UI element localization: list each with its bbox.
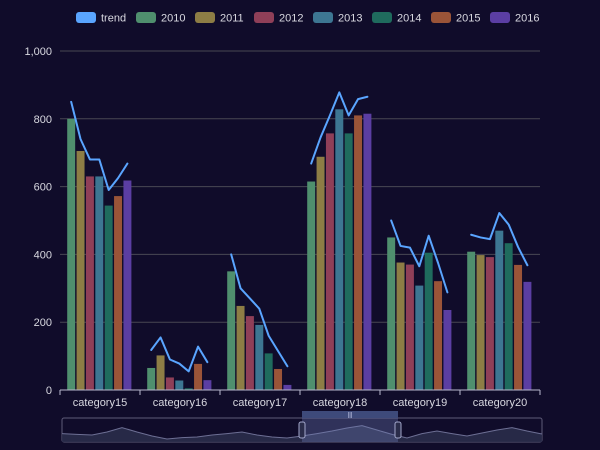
x-tick-label: category17	[233, 397, 287, 409]
y-tick-label: 1,000	[24, 46, 52, 58]
bar-category20-2015[interactable]	[514, 264, 523, 390]
bar-category15-2010[interactable]	[67, 118, 76, 391]
bar-category17-2010[interactable]	[227, 271, 236, 390]
y-tick-label: 200	[34, 317, 52, 329]
x-tick-label: category18	[313, 397, 367, 409]
legend-2010-swatch[interactable]	[136, 12, 156, 23]
trend-line-category20[interactable]	[470, 212, 529, 267]
bar-category18-2016[interactable]	[363, 113, 372, 390]
legend: trend 2010 2011 2012 2013 2014 2015 2016	[76, 12, 539, 25]
bar-category17-2015[interactable]	[274, 368, 283, 390]
y-tick-label: 600	[34, 182, 52, 194]
zoom-handle-end[interactable]	[394, 421, 402, 439]
bar-category17-2011[interactable]	[236, 305, 245, 390]
bar-category19-2012[interactable]	[405, 264, 414, 390]
legend-2015-swatch[interactable]	[431, 12, 451, 23]
legend-2016-swatch[interactable]	[490, 12, 510, 23]
legend-2011-swatch[interactable]	[195, 12, 215, 23]
x-tick-label: category15	[73, 397, 127, 409]
trend-line-category16[interactable]	[150, 336, 209, 373]
trend-lines	[70, 91, 529, 373]
bar-category15-2013[interactable]	[95, 176, 104, 390]
bar-category16-2015[interactable]	[194, 363, 203, 390]
bar-category15-2012[interactable]	[85, 176, 94, 390]
legend-2010-label[interactable]: 2010	[161, 13, 185, 25]
legend-2013-swatch[interactable]	[313, 12, 333, 23]
zoom-handle-start[interactable]	[298, 421, 306, 439]
bar-category17-2013[interactable]	[255, 324, 264, 390]
bar-category17-2012[interactable]	[245, 316, 254, 390]
bar-category16-2014[interactable]	[184, 388, 193, 390]
bar-category20-2010[interactable]	[467, 251, 476, 390]
legend-trend-label[interactable]: trend	[101, 13, 126, 25]
bar-category18-2012[interactable]	[325, 133, 334, 390]
bar-category18-2014[interactable]	[344, 133, 353, 390]
bar-category17-2014[interactable]	[264, 353, 273, 390]
bar-category20-2014[interactable]	[504, 243, 513, 390]
bar-category19-2013[interactable]	[415, 285, 424, 390]
bar-category19-2010[interactable]	[387, 237, 396, 390]
bar-category16-2012[interactable]	[165, 377, 174, 390]
bar-category20-2013[interactable]	[495, 230, 504, 390]
legend-2014-label[interactable]: 2014	[397, 13, 421, 25]
x-tick-label: category16	[153, 397, 207, 409]
legend-2011-label[interactable]: 2011	[220, 13, 244, 25]
gridlines	[60, 50, 540, 323]
bar-category15-2016[interactable]	[123, 180, 132, 391]
bar-category16-2011[interactable]	[156, 355, 165, 390]
legend-2015-label[interactable]: 2015	[456, 13, 480, 25]
y-tick-label: 0	[46, 385, 52, 397]
bar-category16-2013[interactable]	[175, 380, 184, 390]
bar-category16-2010[interactable]	[147, 367, 156, 390]
bar-category20-2016[interactable]	[523, 281, 532, 390]
legend-2012-label[interactable]: 2012	[279, 13, 303, 25]
trend-line-category15[interactable]	[70, 100, 129, 191]
legend-2013-label[interactable]: 2013	[338, 13, 362, 25]
y-axis: 0 200 400 600 800 1,000	[24, 46, 52, 397]
zoom-move-grip-icon: |||	[348, 413, 353, 419]
y-tick-label: 400	[34, 249, 52, 261]
bar-category19-2011[interactable]	[396, 262, 405, 390]
trend-line-category17[interactable]	[230, 253, 289, 368]
legend-2012-swatch[interactable]	[254, 12, 274, 23]
zoom-selected-range[interactable]	[302, 418, 398, 442]
bar-category18-2011[interactable]	[316, 156, 325, 390]
bar-category18-2015[interactable]	[354, 115, 363, 390]
legend-2014-swatch[interactable]	[372, 12, 392, 23]
legend-2016-label[interactable]: 2016	[515, 13, 539, 25]
bar-category16-2016[interactable]	[203, 380, 212, 390]
bar-category19-2015[interactable]	[434, 281, 443, 390]
x-axis: category15 category16 category17 category18…	[59, 389, 541, 409]
bar-category20-2012[interactable]	[485, 257, 494, 390]
data-zoom-slider[interactable]: |||	[61, 411, 543, 443]
bar-category15-2015[interactable]	[114, 196, 123, 390]
legend-trend-swatch[interactable]	[76, 12, 96, 23]
bars	[67, 109, 532, 391]
bar-category15-2014[interactable]	[104, 205, 113, 390]
bar-category18-2013[interactable]	[335, 109, 344, 390]
trend-line-category19[interactable]	[390, 219, 449, 294]
bar-category15-2011[interactable]	[76, 151, 85, 390]
bar-category20-2011[interactable]	[476, 255, 485, 390]
x-tick-label: category20	[473, 397, 527, 409]
bar-category18-2010[interactable]	[307, 181, 316, 390]
y-tick-label: 800	[34, 114, 52, 126]
bar-category17-2016[interactable]	[283, 384, 292, 390]
bar-category19-2016[interactable]	[443, 310, 452, 390]
bar-category19-2014[interactable]	[424, 252, 433, 390]
x-tick-label: category19	[393, 397, 447, 409]
zoom-move-bar[interactable]	[302, 411, 398, 418]
trend-line-category18[interactable]	[310, 91, 369, 165]
